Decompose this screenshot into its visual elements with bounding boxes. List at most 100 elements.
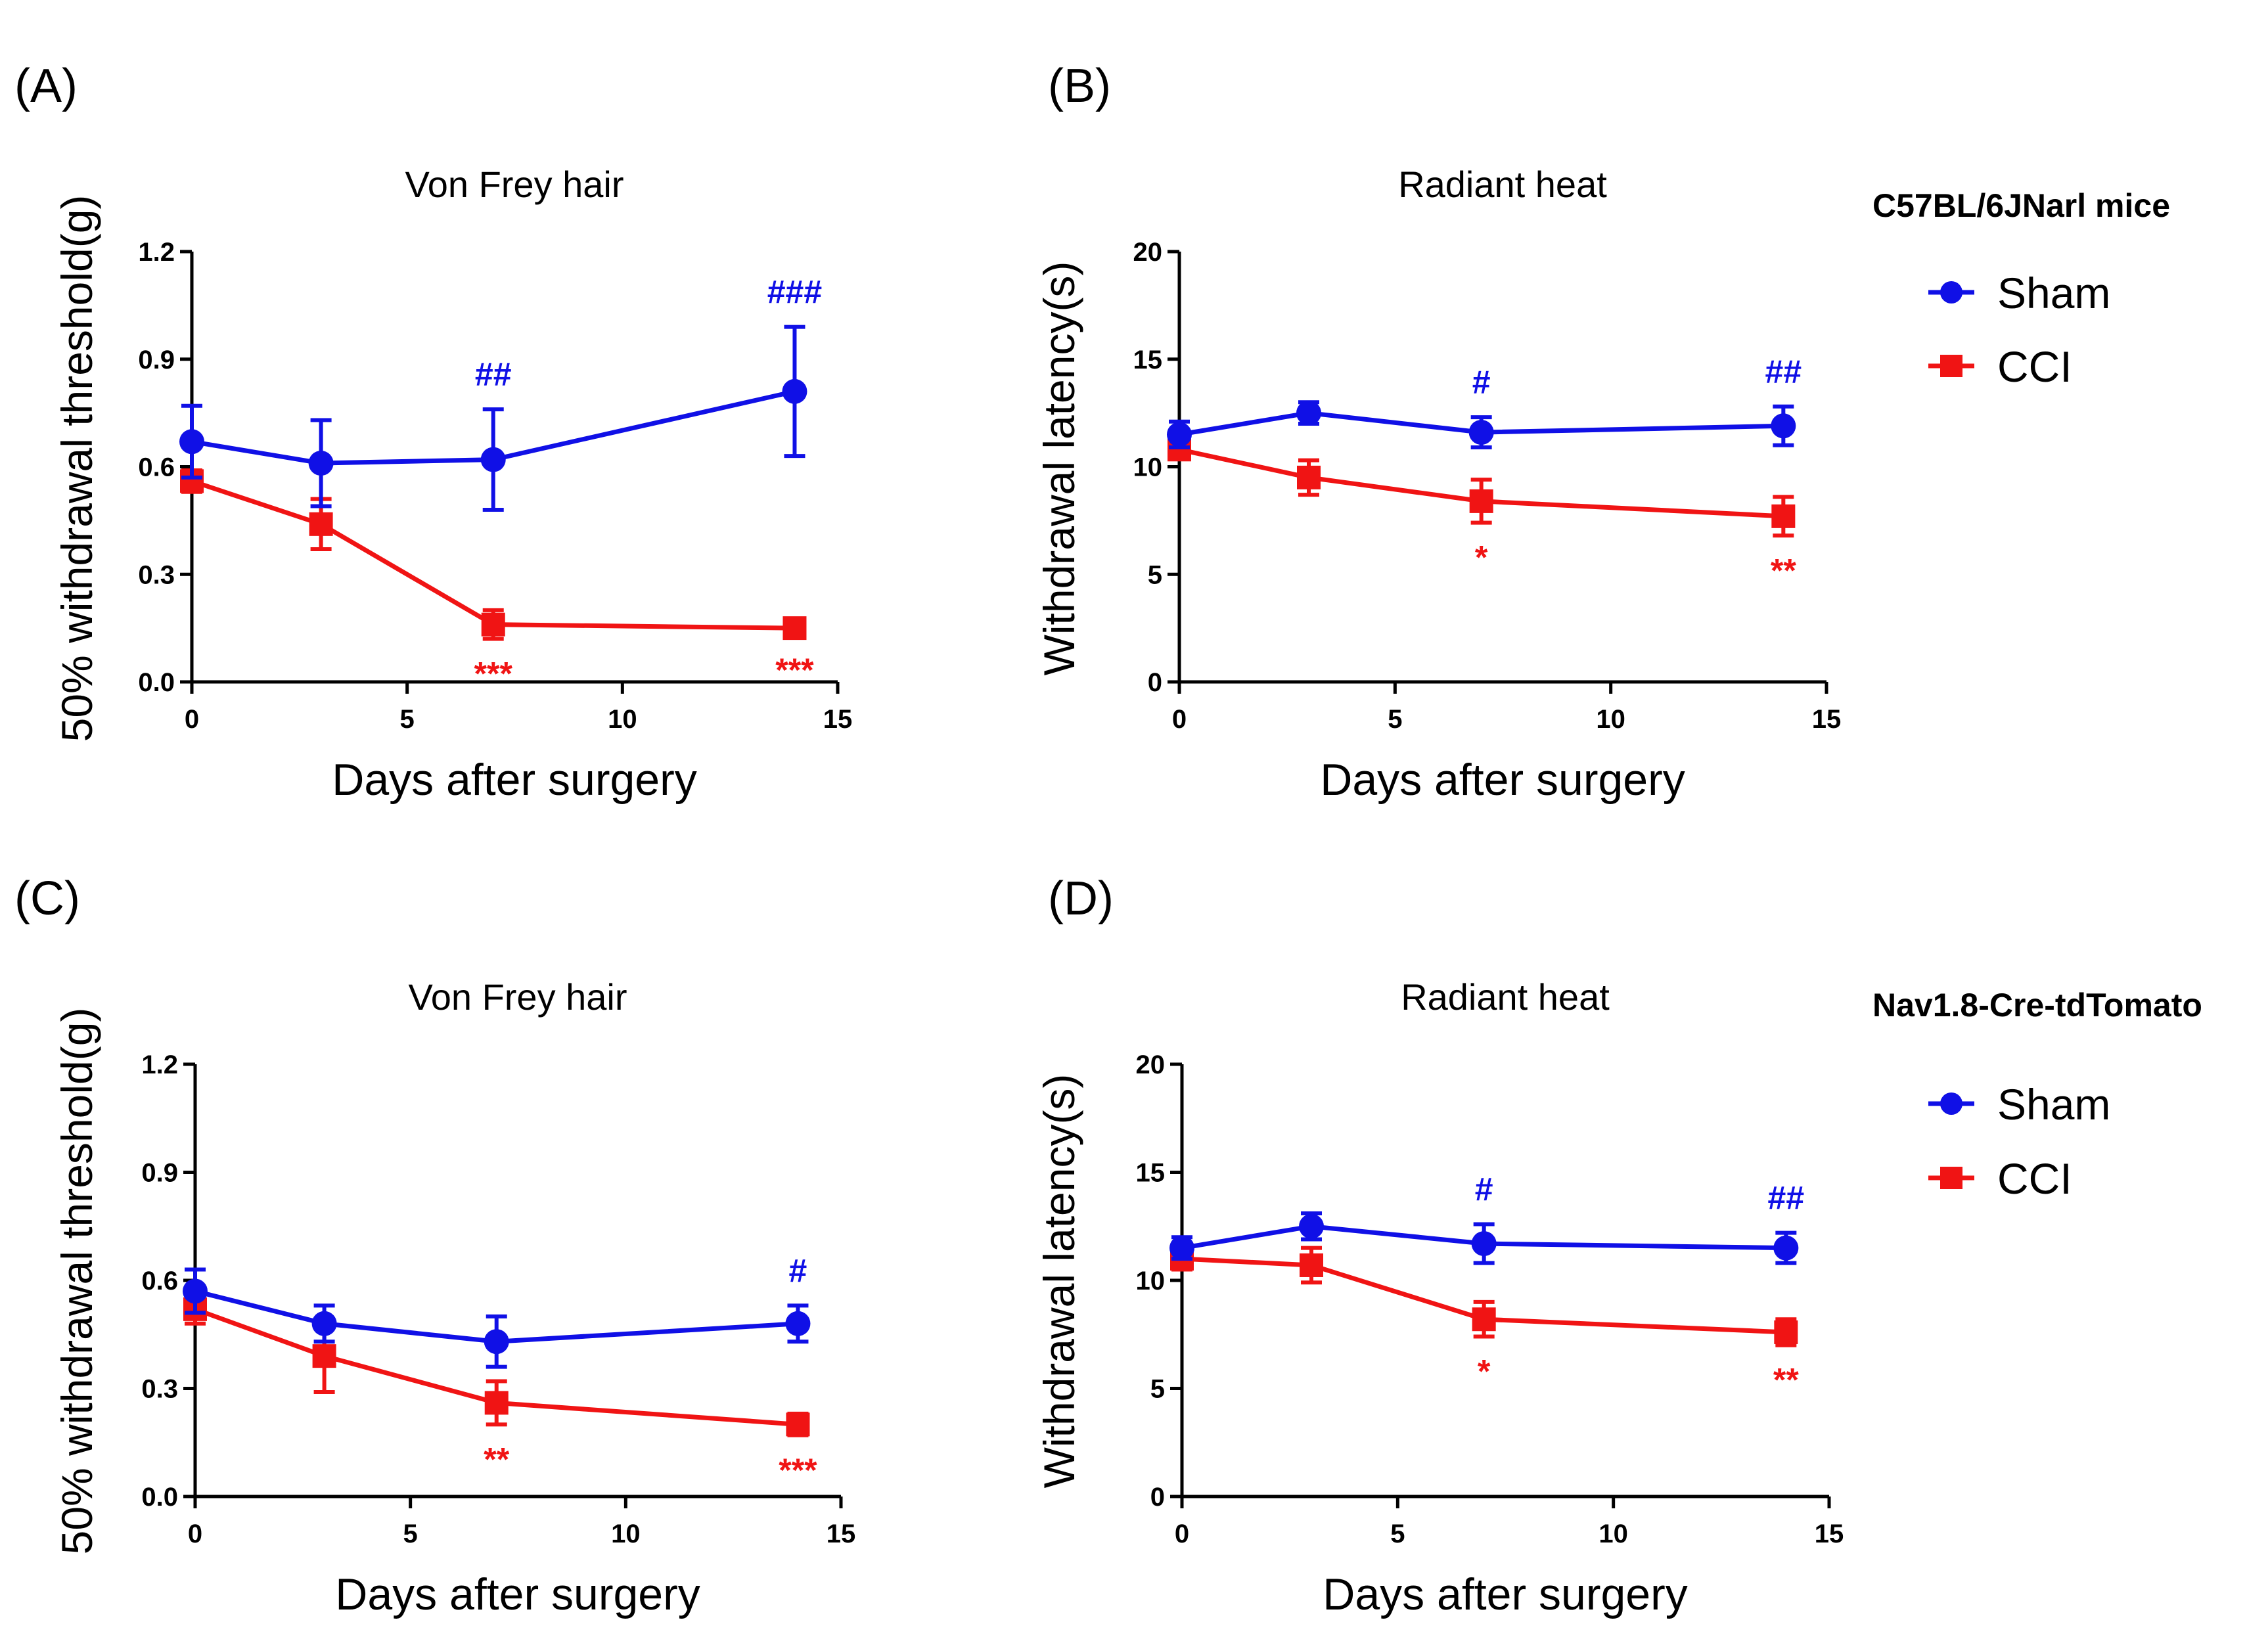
x-tick-label: 15 (1812, 705, 1842, 734)
chart-title: Radiant heat (1398, 164, 1607, 205)
significance-label: ** (1771, 552, 1796, 589)
data-point (1468, 420, 1494, 445)
data-point (308, 451, 334, 476)
significance-label: # (789, 1252, 807, 1289)
y-tick-label: 0.3 (138, 560, 175, 589)
y-tick-label: 20 (1133, 238, 1163, 267)
chart-title: Radiant heat (1401, 976, 1610, 1018)
y-tick-label: 0.0 (141, 1483, 178, 1512)
data-point (484, 1329, 509, 1355)
data-point (1169, 1235, 1194, 1261)
panel-letter: (D) (1048, 872, 1114, 925)
y-tick-label: 10 (1136, 1267, 1166, 1295)
series-sham (1169, 1211, 1799, 1265)
x-tick-label: 15 (827, 1519, 856, 1548)
data-point (1774, 1320, 1798, 1344)
data-point (311, 1311, 337, 1336)
data-point (481, 612, 505, 637)
data-point (1472, 1307, 1496, 1332)
data-point (1296, 400, 1321, 426)
x-axis-label: Days after surgery (1320, 755, 1685, 805)
series-line (1181, 1224, 1786, 1251)
x-axis-label: Days after surgery (335, 1569, 700, 1619)
x-tick-label: 10 (1599, 1519, 1628, 1548)
data-point (309, 512, 333, 536)
legend-label: CCI (1997, 342, 2072, 391)
group-label: Nav1.8-Cre-tdTomato (1872, 987, 2202, 1024)
data-point (1771, 504, 1796, 528)
series-sham (179, 325, 807, 512)
data-point (782, 378, 807, 404)
significance-label: # (1472, 364, 1491, 401)
legend-label: CCI (1997, 1154, 2072, 1203)
significance-label: # (1475, 1171, 1493, 1207)
y-axis-label: Withdrawal latency(s) (1035, 261, 1083, 676)
legend-label: Sham (1997, 1080, 2110, 1129)
series-line (191, 389, 796, 466)
legend-marker (1940, 281, 1962, 304)
x-tick-label: 10 (611, 1519, 641, 1548)
series-line (191, 479, 795, 631)
legend-marker (1940, 1167, 1962, 1189)
data-point (782, 616, 807, 641)
series-line (1179, 411, 1784, 437)
series-line (194, 1289, 798, 1344)
chart-title: Von Frey hair (408, 976, 627, 1018)
data-point (480, 447, 506, 472)
y-tick-label: 1.2 (141, 1050, 178, 1079)
x-tick-label: 5 (400, 705, 415, 734)
y-tick-label: 0 (1148, 668, 1162, 697)
y-tick-label: 0.3 (141, 1375, 178, 1404)
legend-label: Sham (1997, 269, 2110, 317)
x-tick-label: 5 (403, 1519, 418, 1548)
data-point (1167, 422, 1192, 447)
x-tick-label: 15 (1815, 1519, 1844, 1548)
group-label: C57BL/6JNarl mice (1872, 187, 2170, 224)
legend-item-cci: CCI (1928, 342, 2072, 391)
data-point (785, 1311, 811, 1336)
data-point (1297, 465, 1321, 489)
legend-group-1: Nav1.8-Cre-tdTomato Sham CCI (1872, 987, 2202, 1203)
chart-panel-3: (D) Radiant heat Days after surgery Withdra… (1035, 872, 1844, 1619)
y-tick-label: 1.2 (138, 238, 175, 267)
x-tick-label: 0 (185, 705, 199, 734)
significance-label: * (1478, 1353, 1491, 1390)
significance-label: ## (475, 356, 512, 393)
legend-marker (1940, 355, 1962, 377)
y-tick-label: 10 (1133, 453, 1163, 482)
panel-letter: (A) (14, 60, 78, 112)
legend-item-sham: Sham (1928, 269, 2110, 317)
chart-panel-0: (A) Von Frey hair Days after surgery 50% wi… (14, 60, 852, 805)
series-line (1179, 447, 1784, 519)
chart-panel-2: (C) Von Frey hair Days after surgery 50% wi… (14, 872, 855, 1619)
significance-label: ** (1773, 1362, 1799, 1399)
data-point (1771, 413, 1796, 439)
y-tick-label: 20 (1136, 1050, 1166, 1079)
chart-panel-1: (B) Radiant heat Days after surgery Withdra… (1035, 60, 1841, 805)
x-tick-label: 0 (1172, 705, 1187, 734)
y-axis-label: 50% withdrawal threshold(g) (53, 195, 101, 742)
x-tick-label: 10 (1596, 705, 1625, 734)
data-point (179, 429, 204, 455)
data-point (1469, 489, 1493, 513)
significance-label: * (1475, 539, 1488, 576)
significance-label: ### (767, 274, 822, 311)
x-tick-label: 0 (188, 1519, 202, 1548)
series-line (194, 1307, 798, 1427)
y-tick-label: 5 (1150, 1375, 1165, 1404)
series-line (1181, 1256, 1786, 1335)
y-tick-label: 0.9 (141, 1159, 178, 1188)
legend-item-sham: Sham (1928, 1080, 2110, 1129)
x-tick-label: 15 (823, 705, 853, 734)
series-cci (1168, 438, 1796, 538)
y-tick-label: 0.0 (138, 668, 175, 697)
data-point (1300, 1253, 1323, 1277)
series-sham (1167, 400, 1796, 450)
legend-marker (1940, 1092, 1962, 1115)
panel-letter: (C) (14, 872, 80, 925)
data-point (1299, 1213, 1324, 1239)
series-cci (183, 1292, 810, 1437)
y-tick-label: 0.6 (141, 1267, 178, 1295)
y-axis-label: Withdrawal latency(s) (1035, 1074, 1083, 1489)
